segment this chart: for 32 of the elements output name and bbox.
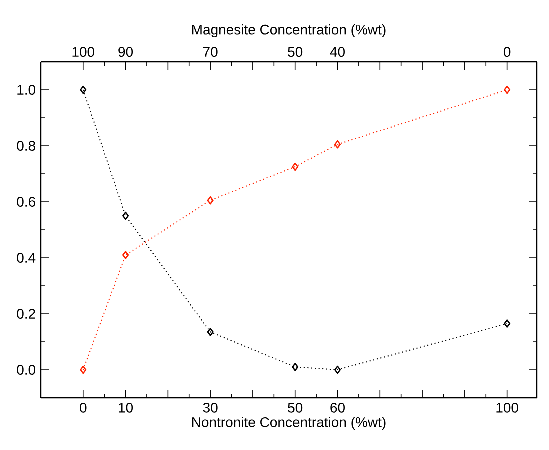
y-tick-label: 0.0: [17, 365, 36, 375]
point: [504, 86, 511, 94]
point: [292, 363, 299, 372]
y-tick-label: 0.4: [17, 253, 36, 263]
point: [334, 140, 342, 149]
x2-axis-title: Magnesite Concentration (%wt): [192, 24, 386, 38]
point: [207, 328, 214, 336]
x-axis-title: Nontronite Concentration (%wt): [192, 417, 386, 430]
x2-tick-label: 90: [118, 47, 134, 58]
x-tick-label: 10: [119, 402, 134, 413]
y-tick-label: 0.8: [17, 141, 36, 151]
point: [80, 366, 87, 374]
point: [122, 212, 130, 220]
x-tick-label: 60: [330, 402, 345, 413]
x2-tick-label: 40: [330, 47, 345, 58]
x2-tick-label: 100: [72, 47, 95, 58]
y-tick-label: 1.0: [18, 85, 36, 95]
x2-tick-label: 50: [288, 47, 303, 58]
x-tick-label: 0: [80, 402, 87, 413]
point: [80, 86, 87, 94]
point: [207, 196, 214, 205]
x2-tick-label: 0: [504, 47, 511, 58]
point: [122, 251, 130, 260]
x-tick-label: 30: [203, 402, 218, 413]
point: [504, 320, 511, 328]
point: [292, 162, 299, 172]
x2-tick-label: 70: [203, 47, 218, 58]
x-tick-label: 50: [288, 402, 303, 413]
x-tick-label: 100: [496, 402, 518, 413]
point: [334, 366, 342, 374]
y-tick-label: 0.6: [17, 197, 36, 207]
y-tick-label: 0.2: [17, 309, 36, 319]
